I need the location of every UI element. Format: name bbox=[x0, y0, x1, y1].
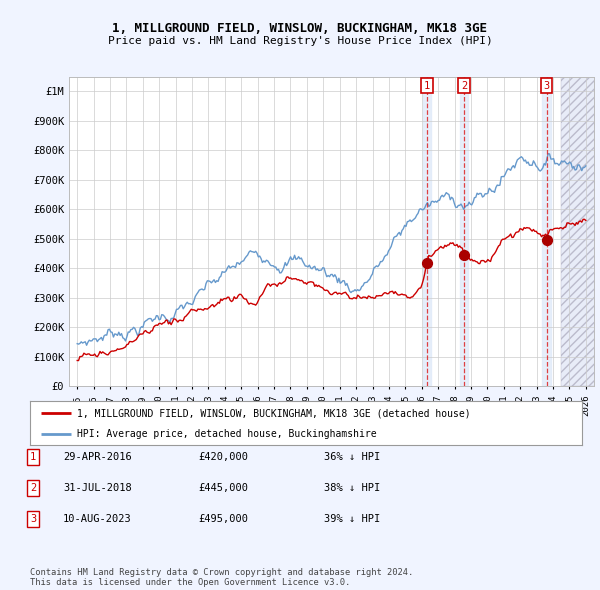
Bar bbox=[542, 77, 551, 386]
Text: 1: 1 bbox=[424, 81, 430, 90]
Text: 2: 2 bbox=[30, 483, 36, 493]
Text: £495,000: £495,000 bbox=[198, 514, 248, 523]
Bar bbox=[423, 77, 431, 386]
Text: £420,000: £420,000 bbox=[198, 453, 248, 462]
Point bbox=[542, 236, 551, 245]
Text: 10-AUG-2023: 10-AUG-2023 bbox=[63, 514, 132, 523]
Text: 39% ↓ HPI: 39% ↓ HPI bbox=[324, 514, 380, 523]
Text: 38% ↓ HPI: 38% ↓ HPI bbox=[324, 483, 380, 493]
Bar bbox=[460, 77, 468, 386]
Text: 29-APR-2016: 29-APR-2016 bbox=[63, 453, 132, 462]
Text: Price paid vs. HM Land Registry's House Price Index (HPI): Price paid vs. HM Land Registry's House … bbox=[107, 37, 493, 46]
Text: 1, MILLGROUND FIELD, WINSLOW, BUCKINGHAM, MK18 3GE (detached house): 1, MILLGROUND FIELD, WINSLOW, BUCKINGHAM… bbox=[77, 408, 470, 418]
Text: 3: 3 bbox=[30, 514, 36, 523]
Point bbox=[459, 250, 469, 260]
Text: HPI: Average price, detached house, Buckinghamshire: HPI: Average price, detached house, Buck… bbox=[77, 430, 377, 440]
Text: £445,000: £445,000 bbox=[198, 483, 248, 493]
Text: 31-JUL-2018: 31-JUL-2018 bbox=[63, 483, 132, 493]
Text: Contains HM Land Registry data © Crown copyright and database right 2024.
This d: Contains HM Land Registry data © Crown c… bbox=[30, 568, 413, 587]
Text: 1: 1 bbox=[30, 453, 36, 462]
Point bbox=[422, 258, 432, 267]
Text: 3: 3 bbox=[544, 81, 550, 90]
Text: 2: 2 bbox=[461, 81, 467, 90]
Text: 36% ↓ HPI: 36% ↓ HPI bbox=[324, 453, 380, 462]
Text: 1, MILLGROUND FIELD, WINSLOW, BUCKINGHAM, MK18 3GE: 1, MILLGROUND FIELD, WINSLOW, BUCKINGHAM… bbox=[113, 22, 487, 35]
